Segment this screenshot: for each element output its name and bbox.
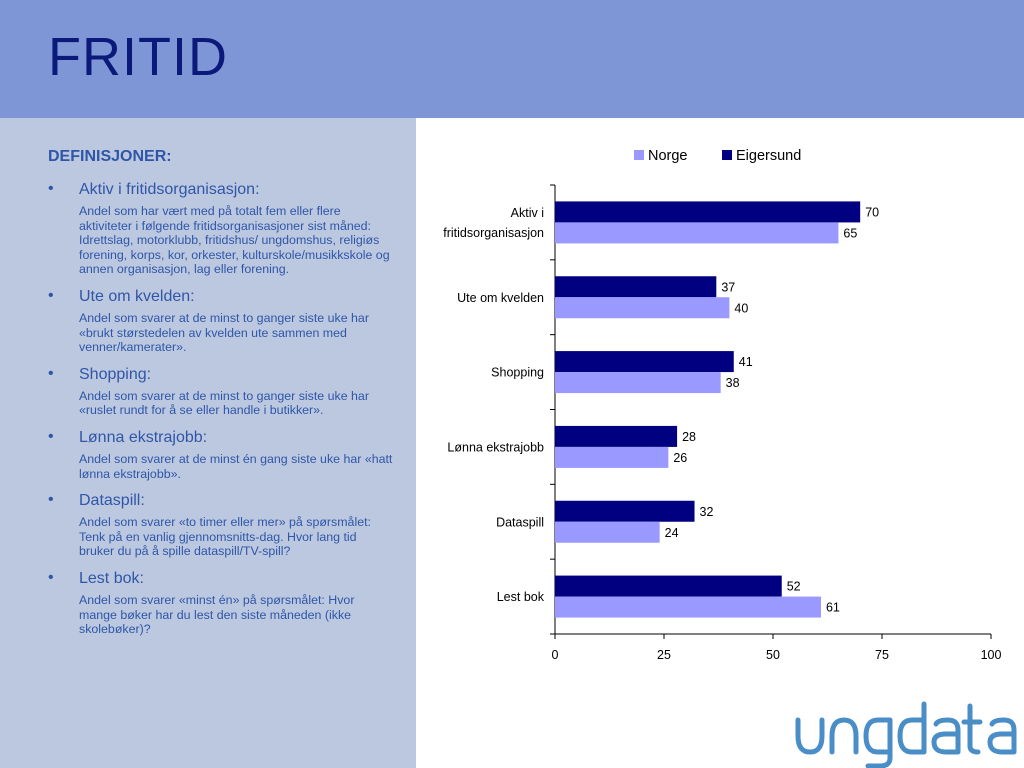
category-label: Lest bok	[497, 590, 545, 604]
legend-label: Norge	[648, 148, 688, 164]
definition-term: Dataspill:	[79, 492, 145, 510]
category-label: Ute om kvelden	[457, 291, 544, 305]
definition-term: Ute om kvelden:	[79, 287, 195, 305]
data-label: 32	[700, 505, 714, 519]
definition-term: Shopping:	[79, 365, 152, 383]
data-label: 24	[665, 526, 679, 540]
data-label: 52	[787, 580, 801, 594]
definition-item: • Lest bok: Andel som svarer «minst én» …	[48, 569, 393, 637]
definition-item: • Shopping: Andel som svarer at de minst…	[48, 365, 393, 418]
category-label: Dataspill	[496, 515, 544, 529]
page-title: FRITID	[48, 27, 228, 87]
bar-norge	[555, 521, 660, 543]
ungdata-logo	[795, 701, 1017, 768]
data-label: 41	[739, 355, 753, 369]
definitions-panel: DEFINISJONER: • Aktiv i fritidsorganisas…	[0, 118, 416, 768]
legend-swatch	[634, 150, 644, 160]
bullet-icon: •	[48, 427, 54, 445]
definition-term: Aktiv i fritidsorganisasjon:	[79, 181, 260, 198]
definition-text: Andel som svarer at de minst én gang sis…	[79, 451, 393, 481]
bar-eigersund	[555, 201, 861, 223]
bullet-icon: •	[48, 180, 54, 197]
definition-item: • Dataspill: Andel som svarer «to timer …	[48, 491, 393, 559]
definition-item: • Aktiv i fritidsorganisasjon: Andel som…	[48, 180, 393, 277]
header-bar: FRITID	[0, 0, 1024, 118]
definition-text: Andel som svarer «minst én» på spørsmåle…	[79, 592, 355, 637]
data-label: 65	[843, 226, 857, 240]
definitions-heading: DEFINISJONER:	[48, 148, 172, 165]
definition-text: Andel som svarer at de minst to ganger s…	[79, 310, 369, 355]
bar-eigersund	[555, 425, 678, 447]
bar-eigersund	[555, 276, 717, 298]
definition-text: Andel som svarer at de minst to ganger s…	[79, 388, 369, 418]
x-tick-label: 25	[657, 648, 671, 662]
bullet-icon: •	[48, 286, 54, 304]
definitions-list: • Aktiv i fritidsorganisasjon: Andel som…	[48, 180, 393, 647]
bullet-icon: •	[48, 568, 54, 586]
x-tick-label: 100	[981, 648, 1002, 662]
bar-eigersund	[555, 500, 695, 522]
definition-item: • Lønna ekstrajobb: Andel som svarer at …	[48, 428, 393, 481]
data-label: 28	[682, 430, 696, 444]
definition-term: Lest bok:	[79, 569, 144, 587]
definition-item: • Ute om kvelden: Andel som svarer at de…	[48, 287, 393, 355]
bar-norge	[555, 297, 730, 319]
bar-norge	[555, 446, 669, 468]
definition-term: Lønna ekstrajobb:	[79, 428, 208, 446]
bar-norge	[555, 596, 821, 618]
bullet-icon: •	[48, 491, 54, 509]
category-label: Lønna ekstrajobb	[447, 440, 544, 454]
bar-norge	[555, 372, 721, 394]
definition-text: Andel som har vært med på totalt fem ell…	[79, 204, 390, 277]
bullet-icon: •	[48, 364, 54, 382]
data-label: 70	[865, 205, 879, 219]
bar-eigersund	[555, 575, 782, 597]
definition-text: Andel som svarer «to timer eller mer» på…	[79, 515, 371, 559]
chart-area: 0 25 50 75 100 70 65 Aktiv i fritidsorganisasjon…	[416, 118, 1024, 768]
category-label: Aktiv i	[511, 206, 544, 220]
data-label: 38	[726, 376, 740, 390]
data-label: 37	[721, 280, 735, 294]
legend-label: Eigersund	[736, 148, 801, 164]
data-label: 26	[673, 451, 687, 465]
bar-chart: 0 25 50 75 100 70 65 Aktiv i fritidsorganisasjon…	[443, 148, 1002, 662]
bar-norge	[555, 222, 839, 244]
x-tick-label: 75	[875, 648, 889, 662]
data-label: 40	[734, 301, 748, 315]
bar-eigersund	[555, 351, 734, 373]
category-label: Shopping	[491, 366, 544, 380]
data-label: 61	[826, 601, 840, 615]
x-tick-label: 0	[552, 648, 559, 662]
legend-swatch	[722, 150, 732, 160]
x-tick-label: 50	[766, 648, 780, 662]
category-label: fritidsorganisasjon	[443, 226, 544, 240]
